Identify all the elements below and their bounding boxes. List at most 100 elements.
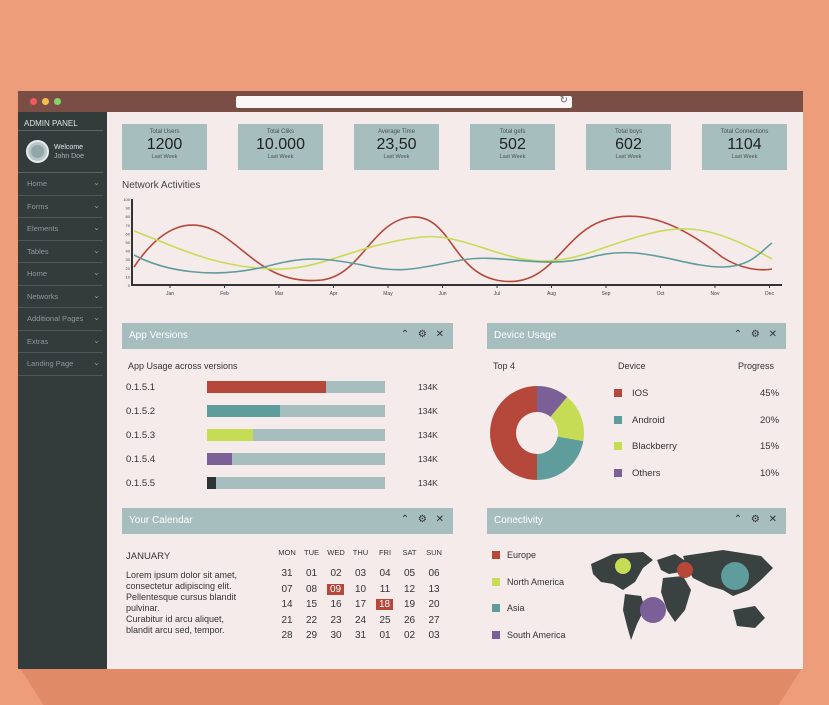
calendar-note-line: Curabitur id arcu aliquet, <box>126 614 225 624</box>
calendar-day-header: SAT <box>402 548 417 557</box>
avatar[interactable] <box>26 140 49 163</box>
sidebar-item[interactable]: Networks ⌄ <box>18 286 103 308</box>
calendar-day-header: MON <box>278 548 296 557</box>
calendar-date[interactable]: 03 <box>428 630 440 641</box>
sidebar-item-label: Home <box>27 179 48 188</box>
x-tick-label: Jun <box>438 291 446 297</box>
calendar-date[interactable]: 18 <box>376 599 393 610</box>
stat-period: Last Week <box>615 154 642 160</box>
calendar-date[interactable]: 02 <box>403 630 416 641</box>
sidebar-item[interactable]: Additional Pages ⌄ <box>18 308 103 331</box>
calendar-date[interactable]: 22 <box>305 614 318 626</box>
x-tick-label: Dec <box>765 291 774 297</box>
calendar-date[interactable]: 02 <box>330 568 342 579</box>
calendar-date[interactable]: 29 <box>305 630 318 641</box>
panel-controls[interactable]: ⌃ ⚙ ✕ <box>733 329 780 340</box>
calendar-date[interactable]: 10 <box>354 583 367 595</box>
app-versions-title: App Versions <box>129 330 188 341</box>
calendar-date[interactable]: 30 <box>330 630 342 641</box>
calendar-date[interactable]: 21 <box>281 614 293 626</box>
panel-controls[interactable]: ⌃ ⚙ ✕ <box>400 514 447 525</box>
device-swatch <box>614 442 622 450</box>
y-tick-label: 30 <box>126 257 131 262</box>
calendar-date[interactable]: 12 <box>403 583 416 595</box>
sidebar-item[interactable]: Landing Page ⌄ <box>18 353 103 376</box>
calendar-date[interactable]: 15 <box>305 599 318 610</box>
panel-controls[interactable]: ⌃ ⚙ ✕ <box>733 514 780 525</box>
stat-card: Total Users 1200 Last Week <box>122 124 207 170</box>
device-name: Android <box>632 414 665 426</box>
minimize-dot[interactable] <box>42 98 49 105</box>
sidebar-item-label: Tables <box>27 246 49 256</box>
address-bar[interactable]: ↻ <box>236 95 572 108</box>
calendar-date[interactable]: 14 <box>281 599 293 610</box>
region-name: Asia <box>507 603 525 613</box>
chevron-down-icon: ⌄ <box>93 223 100 232</box>
calendar-date[interactable]: 11 <box>379 583 391 595</box>
calendar-month: JANUARY <box>126 551 171 562</box>
version-label: 0.1.5.5 <box>126 478 156 489</box>
calendar-date[interactable]: 20 <box>428 599 440 610</box>
version-bar-track <box>207 429 385 441</box>
stat-label: Total Connections <box>720 129 769 135</box>
stat-card: Total gefs 502 Last Week <box>470 124 555 170</box>
calendar-date[interactable]: 01 <box>379 630 391 641</box>
sidebar: ADMIN PANEL Welcome John Doe Home ⌄ Forms ⌄… <box>18 112 107 669</box>
sidebar-item[interactable]: Tables ⌄ <box>18 241 103 263</box>
calendar-date[interactable]: 13 <box>428 583 440 595</box>
sidebar-item[interactable]: Home ⌄ <box>18 263 103 286</box>
sidebar-item[interactable]: Elements ⌄ <box>18 218 103 241</box>
stat-label: Total gefs <box>499 129 526 135</box>
calendar-date[interactable]: 28 <box>281 630 293 641</box>
calendar-date[interactable]: 25 <box>379 614 391 626</box>
region-name: Europe <box>507 550 537 560</box>
calendar-date[interactable]: 08 <box>305 583 318 595</box>
calendar-date[interactable]: 05 <box>403 568 416 579</box>
calendar-date[interactable]: 23 <box>330 614 342 626</box>
stat-label: Average Time <box>378 129 415 135</box>
sidebar-item[interactable]: Forms ⌄ <box>18 196 103 218</box>
app-versions-header: App Versions ⌃ ⚙ ✕ <box>122 323 453 349</box>
calendar-date[interactable]: 06 <box>428 568 440 579</box>
region-swatch <box>492 577 500 586</box>
stat-period: Last Week <box>499 154 526 160</box>
calendar-date[interactable]: 27 <box>428 614 440 626</box>
calendar-note-line: pulvinar. <box>126 603 160 613</box>
calendar-date[interactable]: 01 <box>305 568 318 579</box>
x-tick-label: Aug <box>547 291 556 297</box>
x-tick-label: Mar <box>275 291 284 297</box>
chevron-down-icon: ⌄ <box>93 358 100 367</box>
refresh-icon[interactable]: ↻ <box>559 95 568 106</box>
calendar-day-header: SUN <box>426 548 442 557</box>
y-tick-label: 70 <box>126 223 131 228</box>
calendar-date[interactable]: 09 <box>327 583 344 595</box>
device-progress: 45% <box>760 388 780 399</box>
calendar-date[interactable]: 19 <box>403 599 416 610</box>
calendar-date[interactable]: 16 <box>330 599 342 610</box>
close-dot[interactable] <box>30 98 37 105</box>
calendar-day-header: FRI <box>378 548 392 557</box>
calendar-date[interactable]: 26 <box>403 614 416 626</box>
network-title: Network Activities <box>122 180 201 191</box>
calendar-date[interactable]: 31 <box>281 568 293 579</box>
calendar-date[interactable]: 03 <box>354 568 367 579</box>
device-usage-header: Device Usage ⌃ ⚙ ✕ <box>487 323 786 349</box>
calendar-date[interactable]: 07 <box>281 583 293 595</box>
version-label: 0.1.5.4 <box>126 454 156 465</box>
calendar-date[interactable]: 31 <box>354 630 367 641</box>
calendar-date[interactable]: 04 <box>379 568 391 579</box>
version-bar-track <box>207 477 385 489</box>
version-bar-fill <box>207 381 327 393</box>
calendar-date[interactable]: 17 <box>354 599 367 610</box>
calendar-date[interactable]: 24 <box>354 614 367 626</box>
sidebar-item[interactable]: Extras ⌄ <box>18 331 103 353</box>
maximize-dot[interactable] <box>54 98 61 105</box>
sidebar-item[interactable]: Home ⌄ <box>18 173 103 196</box>
version-bar-fill <box>207 453 232 465</box>
version-label: 0.1.5.1 <box>126 382 156 393</box>
panel-controls[interactable]: ⌃ ⚙ ✕ <box>400 329 447 340</box>
sidebar-item-label: Elements <box>27 224 59 233</box>
calendar-note-line: blandit arcu sed, tempor. <box>126 625 225 635</box>
chevron-down-icon: ⌄ <box>93 268 100 277</box>
version-bar-fill <box>207 405 280 417</box>
